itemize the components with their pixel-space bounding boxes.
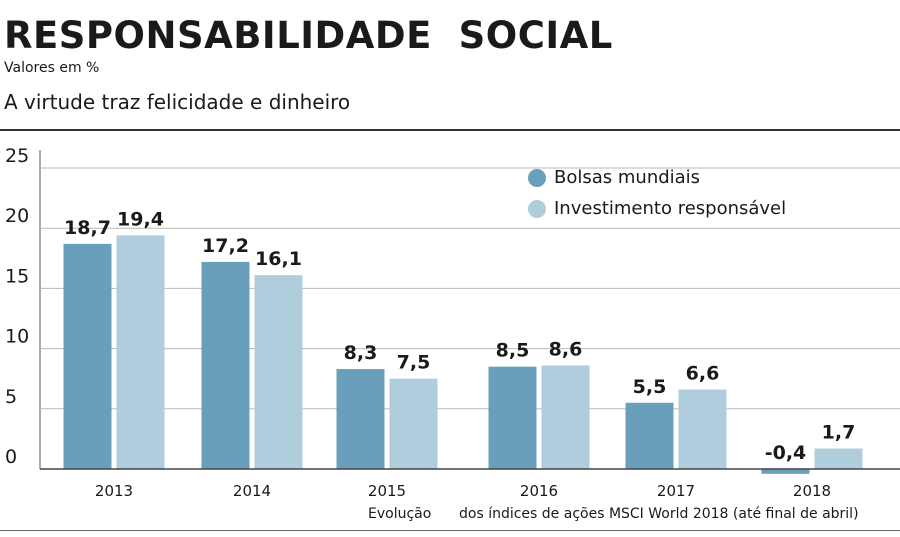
legend-label-bolsas: Bolsas mundiais [554,167,701,188]
chart-legend: Bolsas mundiais Investimento responsável [528,162,786,224]
bar-bolsas [336,369,385,469]
y-tick-label: 0 [5,446,17,468]
y-tick-label: 10 [5,326,29,348]
top-rule [0,129,900,131]
y-tick-label: 15 [5,265,29,287]
legend-item-bolsas: Bolsas mundiais [528,162,786,193]
legend-swatch-investimento [528,199,546,218]
x-tick-label: 2015 [368,482,406,500]
bar-investimento [254,275,303,469]
footnote-part2: dos índices de ações MSCI World 2018 (at… [459,506,859,522]
y-tick-label: 20 [5,205,29,227]
bar-bolsas [201,261,250,469]
data-label: 17,2 [202,235,249,257]
bar-investimento [678,389,727,469]
data-label: 18,7 [64,217,111,239]
data-label: 8,5 [496,340,530,362]
bar-bolsas [63,243,112,469]
bar-investimento [814,448,863,469]
chart-subtitle: Valores em % [4,60,100,76]
x-tick-label: 2016 [520,482,558,500]
x-tick-label: 2014 [233,482,271,500]
data-label: 8,6 [549,338,583,360]
legend-item-investimento: Investimento responsável [528,193,786,224]
x-tick-label: 2018 [793,482,831,500]
data-label: 6,6 [686,363,720,385]
data-label: -0,4 [765,442,807,464]
x-tick-label: 2013 [95,482,133,500]
chart-title: RESPONSABILIDADE SOCIAL [4,14,613,57]
x-tick-label: 2017 [657,482,695,500]
data-label: 5,5 [633,376,667,398]
bar-investimento [389,378,438,469]
data-label: 16,1 [255,248,302,270]
data-label: 8,3 [344,342,378,364]
data-label: 19,4 [117,208,164,230]
legend-label-investimento: Investimento responsável [554,198,787,219]
bottom-rule [0,530,900,531]
chart-headline: A virtude traz felicidade e dinheiro [4,90,351,114]
bar-investimento [541,365,590,469]
bar-investimento [116,235,165,469]
bar-bolsas [488,366,537,469]
bar-bolsas [625,402,674,469]
data-label: 1,7 [822,422,856,444]
footnote-part1: Evolução [368,506,432,522]
y-tick-label: 5 [5,386,17,408]
y-tick-label: 25 [5,145,29,167]
bar-bolsas [761,469,810,474]
legend-swatch-bolsas [528,168,546,187]
data-label: 7,5 [397,352,431,374]
